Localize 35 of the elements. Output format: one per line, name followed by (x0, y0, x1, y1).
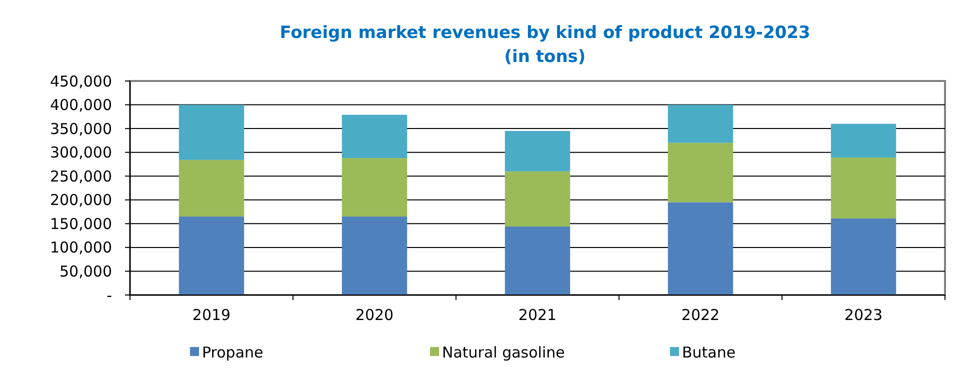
y-tick-label: 400,000 (50, 96, 112, 114)
y-tick-label: - (106, 286, 112, 304)
y-tick-label: 250,000 (50, 167, 112, 186)
chart-title: Foreign market revenues by kind of product 2019-2023 (280, 23, 810, 43)
x-tick-label: 2021 (518, 306, 557, 324)
y-tick-label: 450,000 (50, 72, 112, 90)
bar (342, 158, 408, 217)
x-tick-label: 2020 (355, 306, 394, 324)
bar (504, 226, 570, 295)
bar (668, 104, 734, 143)
bar (668, 202, 734, 295)
bar (178, 216, 244, 295)
x-tick-label: 2023 (844, 306, 883, 324)
bar (830, 218, 896, 295)
bar (342, 216, 408, 295)
y-tick-label: 150,000 (50, 214, 112, 233)
bar (178, 160, 244, 217)
y-tick-label: 200,000 (50, 191, 112, 210)
bar (178, 104, 244, 160)
legend-label: Butane (682, 343, 736, 362)
y-tick-label: 300,000 (50, 144, 112, 162)
x-tick-label: 2019 (192, 306, 231, 324)
legend-label: Natural gasoline (442, 343, 565, 362)
y-tick-label: 350,000 (50, 120, 112, 138)
bar (504, 130, 570, 172)
x-tick-label: 2022 (681, 306, 720, 324)
y-tick-label: 50,000 (60, 262, 112, 280)
bar (830, 158, 896, 218)
bar (342, 114, 408, 158)
bar (504, 171, 570, 227)
y-tick-label: 100,000 (50, 238, 112, 257)
chart-subtitle: (in tons) (504, 47, 586, 67)
legend-label: Propane (202, 343, 264, 362)
bar (668, 142, 734, 202)
bar (830, 124, 896, 158)
